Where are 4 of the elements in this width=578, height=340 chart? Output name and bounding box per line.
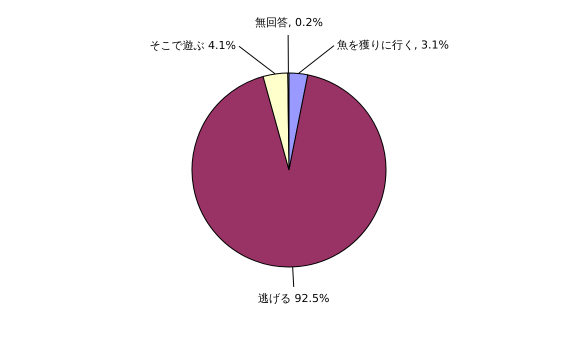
slice-label: 逃げる 92.5% <box>258 292 330 305</box>
slice-label: 魚を獲りに行く, 3.1% <box>337 38 449 52</box>
slice-label: 無回答, 0.2% <box>255 16 323 30</box>
slice-label: そこで遊ぶ 4.1% <box>150 39 236 52</box>
